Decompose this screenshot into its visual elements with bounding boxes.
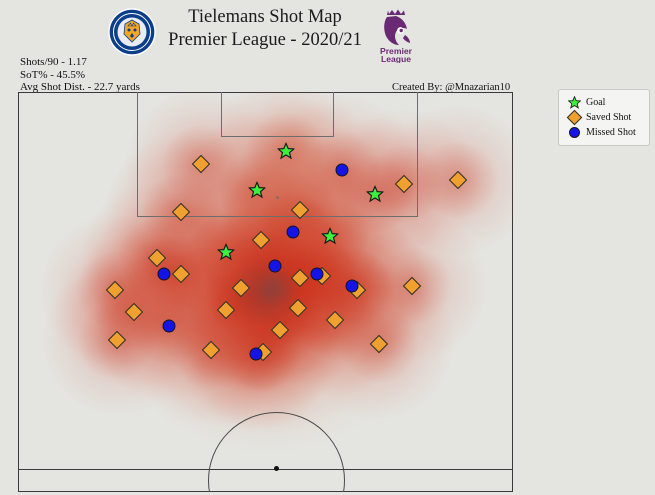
- shot-marker-missed: [286, 225, 300, 239]
- shot-marker-goal: [320, 226, 340, 245]
- shot-marker-goal: [216, 242, 236, 261]
- title-line-1: Tielemans Shot Map: [188, 7, 342, 27]
- stat-shots-per-90: Shots/90 - 1.17: [20, 56, 87, 68]
- center-spot: [274, 466, 279, 471]
- shot-marker-missed: [335, 163, 349, 177]
- halfway-line: [18, 469, 513, 471]
- leicester-city-crest-icon: [108, 8, 156, 56]
- legend-item-missed-shot: Missed Shot: [565, 125, 643, 140]
- shot-marker-goal: [247, 180, 267, 199]
- pl-logo-text-league: League: [381, 54, 411, 63]
- shot-marker-missed: [345, 279, 359, 293]
- credit-text: Created By: @Mnazarian10: [392, 82, 511, 93]
- legend-label-goal: Goal: [586, 97, 606, 108]
- penalty-spot: [276, 196, 279, 199]
- shot-marker-missed: [268, 259, 282, 273]
- shot-marker-missed: [157, 267, 171, 281]
- pitch-inner: [18, 92, 513, 492]
- shot-marker-missed: [249, 347, 263, 361]
- six-yard-box-line: [221, 92, 334, 137]
- figure-header: Tielemans Shot Map Premier League - 2020…: [0, 0, 655, 72]
- legend: Goal Saved Shot Missed Shot: [558, 89, 650, 146]
- legend-label-missed-shot: Missed Shot: [586, 127, 636, 138]
- heat-blob: [243, 96, 348, 200]
- shot-marker-missed: [162, 319, 176, 333]
- heat-blob: [255, 268, 296, 308]
- heat-blob: [207, 92, 364, 230]
- summary-stats: Shots/90 - 1.17 SoT% - 45.5% Avg Shot Di…: [20, 56, 140, 94]
- missed-shot-circle-icon: [565, 127, 583, 138]
- legend-item-saved-shot: Saved Shot: [565, 109, 643, 126]
- stat-sot-percent: SoT% - 45.5%: [20, 68, 86, 81]
- shot-marker-missed: [310, 267, 324, 281]
- premier-league-logo-icon: Premier League: [380, 9, 413, 63]
- title-block: Tielemans Shot Map Premier League - 2020…: [160, 6, 370, 52]
- pitch-area: [18, 92, 513, 492]
- pl-logo-text-premier: Premier: [380, 46, 413, 56]
- saved-shot-diamond-icon: [565, 109, 583, 126]
- penalty-area-line: [137, 92, 418, 217]
- legend-label-saved-shot: Saved Shot: [586, 112, 632, 123]
- goal-star-icon: [565, 96, 583, 109]
- shot-marker-goal: [365, 184, 385, 203]
- shot-marker-goal: [276, 141, 296, 160]
- stat-avg-shot-distance: Avg Shot Dist. - 22.7 yards: [20, 81, 140, 94]
- title-line-2: Premier League - 2020/21: [168, 30, 362, 50]
- legend-item-goal: Goal: [565, 95, 643, 110]
